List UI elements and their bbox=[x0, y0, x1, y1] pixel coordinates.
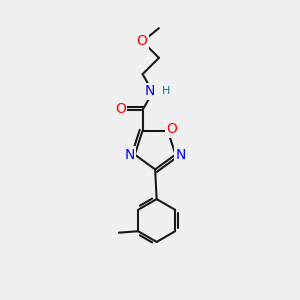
Text: O: O bbox=[167, 122, 178, 136]
Text: N: N bbox=[176, 148, 186, 162]
Text: O: O bbox=[136, 34, 147, 48]
Text: N: N bbox=[124, 148, 135, 162]
Text: H: H bbox=[162, 86, 170, 96]
Text: O: O bbox=[115, 102, 126, 116]
Text: N: N bbox=[145, 84, 155, 98]
